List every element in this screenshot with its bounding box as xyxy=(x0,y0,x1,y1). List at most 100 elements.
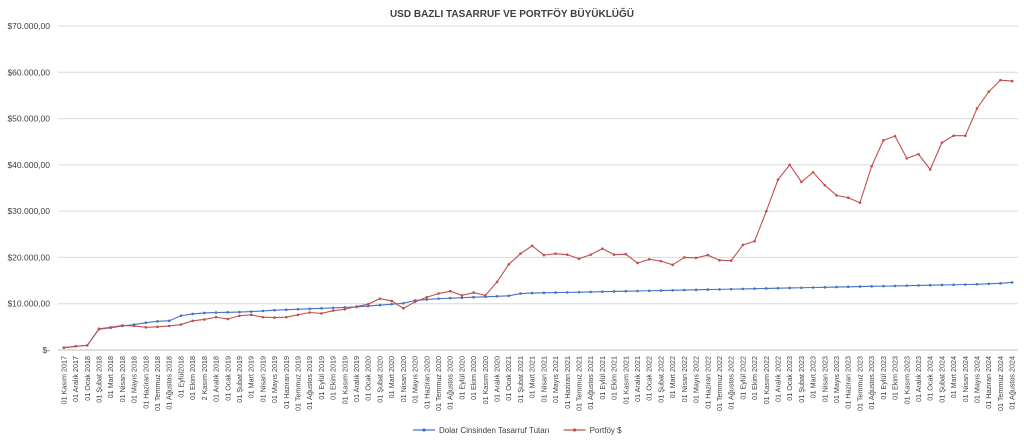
data-point xyxy=(893,134,897,138)
data-point xyxy=(366,302,370,306)
data-point xyxy=(214,311,218,314)
data-point xyxy=(167,324,171,328)
legend-item-2: Portföy $ xyxy=(563,426,623,435)
y-tick-label: $10.000,00 xyxy=(7,299,50,309)
data-point xyxy=(905,157,909,160)
x-tick-label: 01 Eylül 2020 xyxy=(457,356,466,400)
data-point xyxy=(261,315,265,319)
data-point xyxy=(612,253,616,256)
data-point xyxy=(542,291,546,295)
data-point xyxy=(343,307,347,311)
data-point xyxy=(144,326,148,329)
data-point xyxy=(261,309,265,313)
x-tick-label: 01 Haziran 2023 xyxy=(844,356,853,409)
x-tick-label: 01 Mayıs 2018 xyxy=(130,356,139,403)
data-point xyxy=(647,289,651,293)
data-point xyxy=(425,298,429,301)
data-point xyxy=(331,306,335,310)
x-tick-label: 01 Haziran 2018 xyxy=(141,356,150,409)
data-point xyxy=(729,287,733,291)
data-point xyxy=(964,134,967,137)
x-tick-label: 01 Temmuz 2023 xyxy=(855,356,864,411)
data-point xyxy=(858,201,862,205)
y-tick-label: $50.000,00 xyxy=(7,114,50,124)
y-tick-label: $60.000,00 xyxy=(7,67,50,77)
x-tick-label: 01 Aralık 2021 xyxy=(633,356,642,402)
x-tick-label: 01 Mayıs 2021 xyxy=(551,356,560,403)
data-point xyxy=(683,256,686,259)
data-point xyxy=(507,263,511,266)
data-point xyxy=(320,307,323,310)
data-point xyxy=(554,291,557,294)
legend-label: Dolar Cinsinden Tasarruf Tutarı xyxy=(439,426,550,435)
x-tick-label: 01 Şubat 2020 xyxy=(375,356,384,403)
x-tick-label: 01 Mart 2020 xyxy=(387,356,396,398)
data-point xyxy=(846,285,850,289)
data-point xyxy=(753,287,756,290)
series-line xyxy=(63,281,1013,349)
data-point xyxy=(448,289,452,293)
x-tick-label: 01 Ekim 2020 xyxy=(469,356,478,400)
x-tick-label: 01 Mayıs 2024 xyxy=(973,356,982,403)
data-point xyxy=(507,294,511,298)
x-tick-label: 01 Ekim 2021 xyxy=(610,356,619,400)
data-point xyxy=(659,289,663,292)
x-tick-label: 01 Şubat 2021 xyxy=(516,356,525,403)
x-tick-label: 01 Ocak 2018 xyxy=(83,356,92,401)
data-point xyxy=(320,312,323,315)
x-tick-label: 01 Ağustos 2019 xyxy=(305,356,314,410)
legend-label: Portföy $ xyxy=(590,426,623,435)
x-tick-label: 01 Ağustos 2021 xyxy=(586,356,595,410)
y-tick-label: $40.000,00 xyxy=(7,160,50,170)
data-point xyxy=(484,294,487,297)
data-point xyxy=(882,284,885,288)
data-point xyxy=(893,284,897,288)
x-axis: 01 Kasım 2017 01 Aralık 2017 01 Ocak 2018 0… xyxy=(59,356,1016,411)
data-point xyxy=(683,288,686,292)
x-tick-label: 01 Mart 2021 xyxy=(528,356,537,398)
data-point xyxy=(238,314,241,318)
x-tick-label: 01 Şubat 2022 xyxy=(656,356,665,403)
x-tick-label: 01 Temmuz 2022 xyxy=(715,356,724,411)
data-point xyxy=(811,170,815,174)
data-point xyxy=(788,163,792,167)
chart-title: USD BAZLI TASARRUF VE PORTFÖY BÜYÜKLÜĞÜ xyxy=(390,7,634,20)
data-point xyxy=(284,308,288,312)
data-point xyxy=(940,141,944,144)
data-point xyxy=(753,239,756,243)
data-point xyxy=(800,180,803,184)
data-point xyxy=(179,314,183,318)
x-tick-label: 01 Nisan 2018 xyxy=(118,356,127,402)
data-point xyxy=(402,307,405,310)
data-point xyxy=(308,307,312,311)
data-point xyxy=(132,324,136,328)
data-point xyxy=(577,257,581,261)
data-point xyxy=(437,297,440,300)
data-point xyxy=(706,288,710,291)
legend-swatch-marker xyxy=(572,428,577,432)
x-tick-label: 01 Ağustos 2020 xyxy=(446,356,455,410)
data-point xyxy=(694,256,698,260)
data-point xyxy=(413,300,417,304)
data-point xyxy=(601,247,604,250)
x-tick-label: 01 Kasım 2017 xyxy=(59,356,68,404)
data-point xyxy=(718,288,721,291)
data-point xyxy=(460,296,464,300)
data-point xyxy=(624,289,628,293)
x-tick-label: 01 Haziran 2022 xyxy=(703,356,712,409)
x-tick-label: 01 Mayıs 2023 xyxy=(832,356,841,403)
data-point xyxy=(85,344,89,347)
data-point xyxy=(858,285,862,288)
x-tick-label: 01 Ağustos 2022 xyxy=(727,356,736,410)
x-tick-label: 01 Aralık 2020 xyxy=(493,356,502,402)
x-tick-label: 01 Şubat 2023 xyxy=(797,356,806,403)
x-tick-label: 01 Haziran 2024 xyxy=(984,356,993,409)
data-point xyxy=(448,296,452,300)
data-point xyxy=(249,313,253,317)
data-point xyxy=(624,252,628,256)
legend-item-1: Dolar Cinsinden Tasarruf Tutarı xyxy=(413,426,550,435)
data-point xyxy=(671,288,674,292)
y-axis: $- $10.000,00 $20.000,00 $30.000,00 $40.000,… xyxy=(7,21,50,355)
x-tick-label: 01 Temmuz 2024 xyxy=(996,356,1005,411)
